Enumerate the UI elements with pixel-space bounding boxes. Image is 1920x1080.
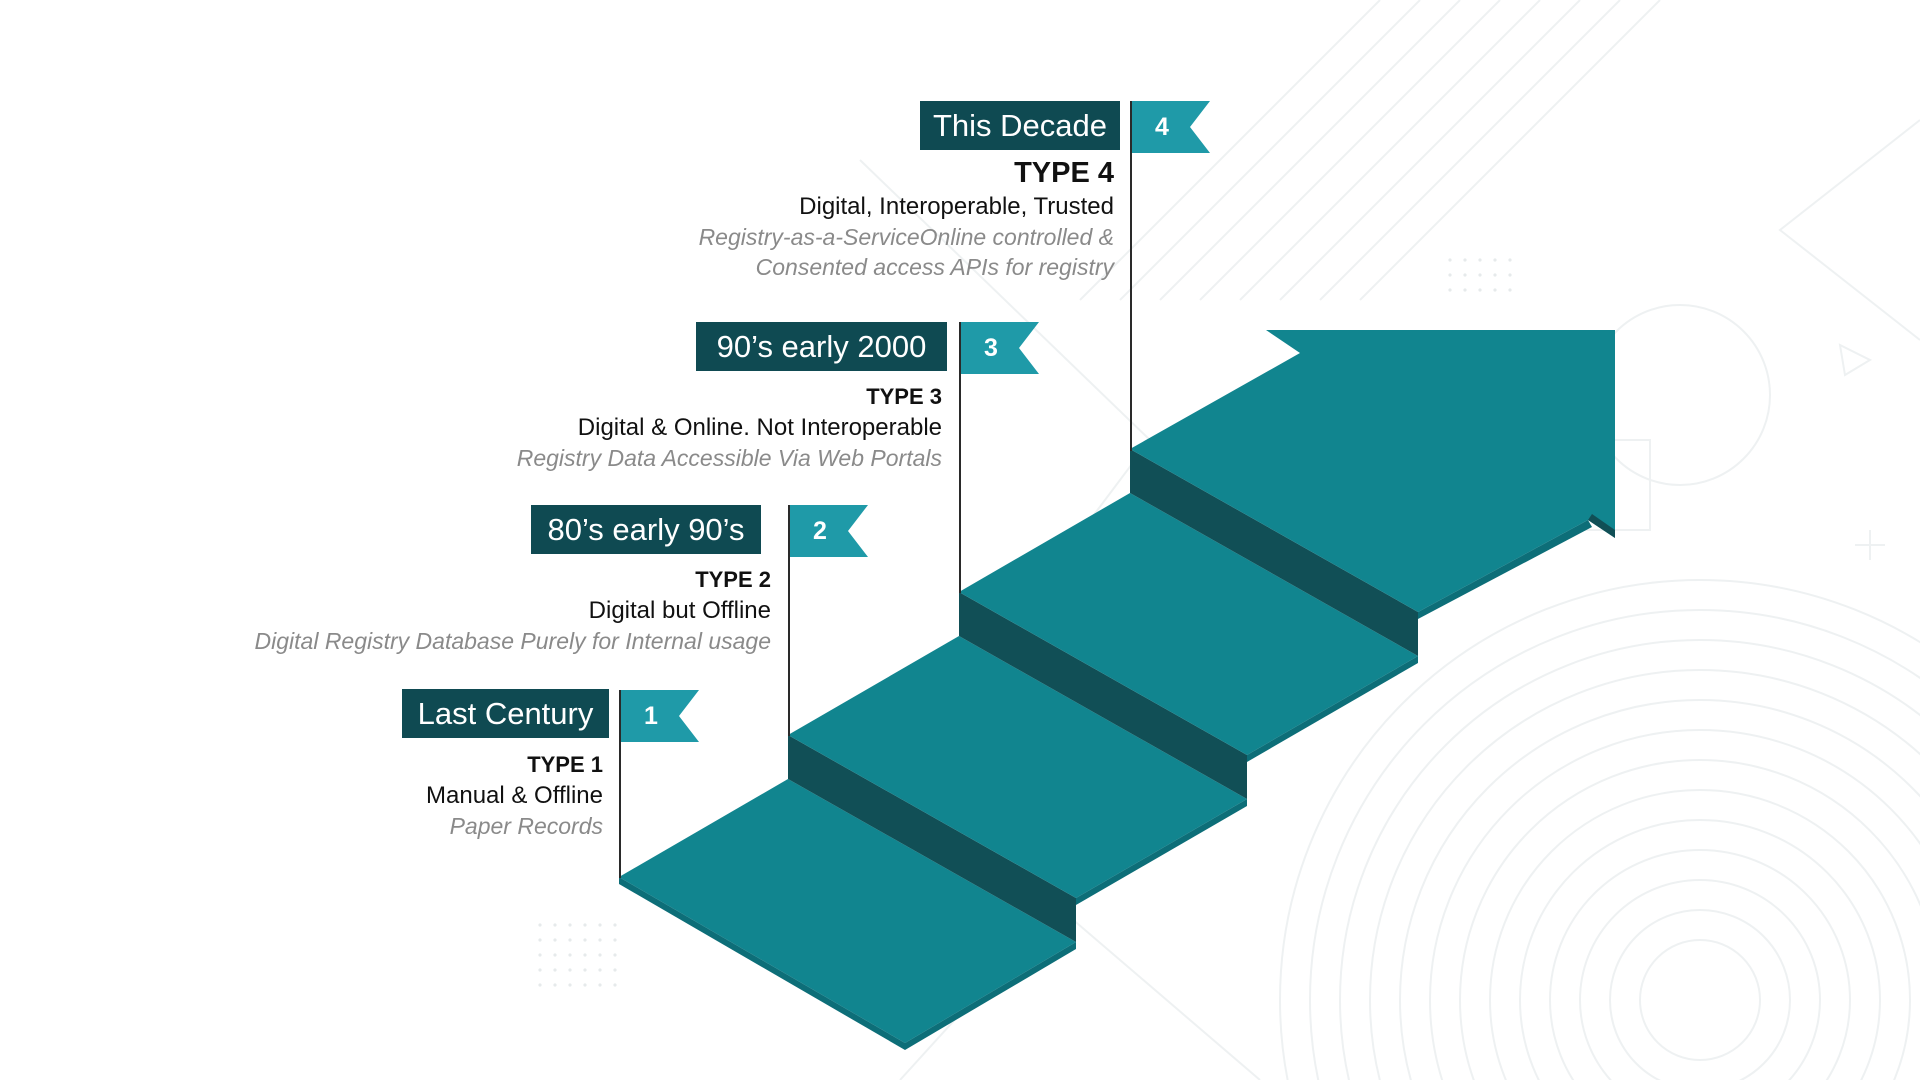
step-2-text-block: TYPE 2 Digital but Offline Digital Regis…	[255, 565, 771, 656]
step-1-description: Manual & Offline	[426, 782, 603, 809]
step-1-text-block: TYPE 1 Manual & Offline Paper Records	[426, 750, 603, 841]
flag-ribbon-icon	[621, 690, 699, 742]
step-3-description: Digital & Online. Not Interoperable	[577, 414, 942, 441]
step-2-tread	[788, 636, 1247, 898]
step-3-flag-pole	[959, 322, 961, 593]
step-4-flag: 4	[1132, 101, 1210, 153]
step-3-text-block: TYPE 3 Digital & Online. Not Interoperab…	[517, 382, 942, 473]
step-3-number: 3	[984, 334, 998, 362]
step-1-type: TYPE 1	[527, 752, 603, 777]
step-1-flag-pole	[619, 690, 621, 878]
step-1-side-edge	[905, 942, 1076, 1050]
step-4-description: Digital, Interoperable, Trusted	[799, 193, 1114, 220]
step-2-detail: Digital Registry Database Purely for Int…	[254, 628, 771, 654]
step-4-arrow-tread	[1130, 330, 1615, 612]
step-1-riser	[788, 735, 1076, 942]
step-2-flag-pole	[788, 505, 790, 736]
step-4-detail-line-2: Consented access APIs for registry	[755, 254, 1114, 280]
step-3-detail: Registry Data Accessible Via Web Portals	[516, 445, 942, 471]
step-3-side-edge	[1247, 656, 1418, 762]
step-1-detail: Paper Records	[449, 813, 603, 839]
step-2-description: Digital but Offline	[588, 597, 771, 624]
step-1-number: 1	[644, 702, 658, 730]
flag-ribbon-icon	[790, 505, 868, 557]
step-3-tread	[959, 493, 1418, 755]
flag-ribbon-icon	[1132, 101, 1210, 153]
step-4-number: 4	[1155, 113, 1169, 141]
step-3-flag: 3	[961, 322, 1039, 374]
step-4-era-label: This Decade	[920, 101, 1120, 150]
step-2-era-label: 80’s early 90’s	[531, 505, 761, 554]
step-1-front-edge	[619, 877, 905, 1050]
step-3-era-label: 90’s early 2000	[696, 322, 947, 371]
step-3-type: TYPE 3	[866, 384, 942, 409]
step-1-tread	[619, 779, 1076, 1043]
step-4-detail-line-1: Registry-as-a-ServiceOnline controlled &	[698, 224, 1114, 250]
step-2-flag: 2	[790, 505, 868, 557]
step-2-type: TYPE 2	[695, 567, 771, 592]
step-4-flag-pole	[1130, 101, 1132, 451]
step-1-flag: 1	[621, 690, 699, 742]
step-2-side-edge	[1076, 799, 1247, 905]
step-4-text-block: TYPE 4 Digital, Interoperable, Trusted R…	[699, 155, 1114, 282]
step-2-number: 2	[813, 517, 827, 545]
arrow-head-edge	[1588, 514, 1615, 538]
step-4-type: TYPE 4	[1014, 157, 1114, 189]
step-1-era-label: Last Century	[402, 689, 609, 738]
step-2-riser	[959, 592, 1247, 799]
flag-ribbon-icon	[961, 322, 1039, 374]
step-3-riser	[1130, 449, 1418, 656]
step-4-side-edge	[1418, 520, 1592, 619]
